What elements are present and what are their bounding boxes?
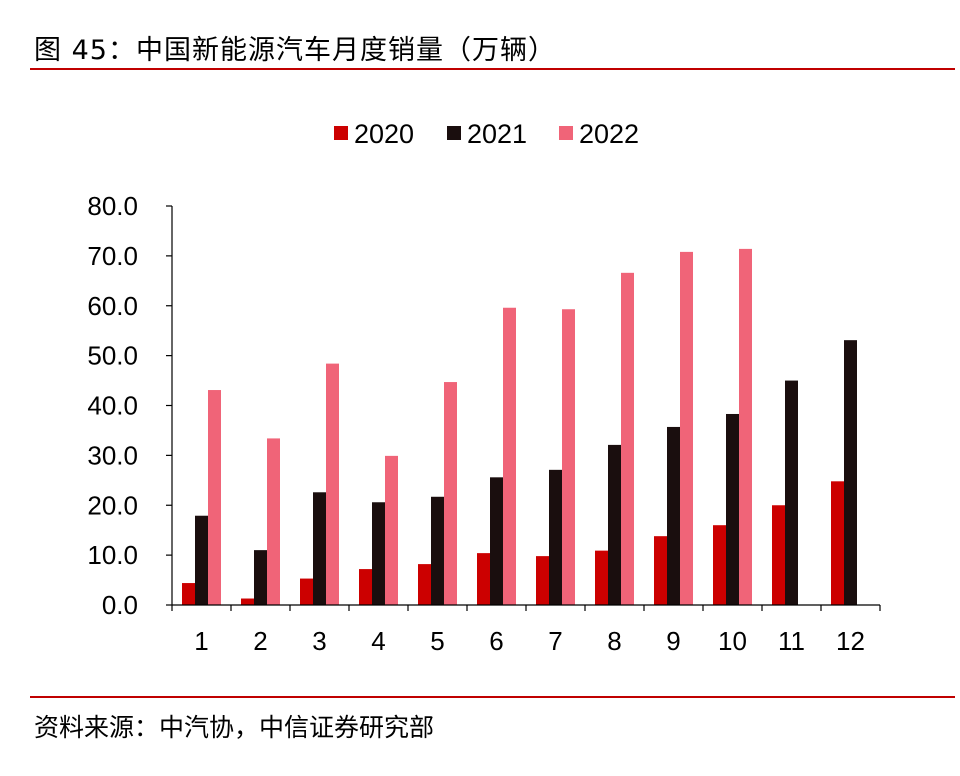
bar-2022-10 [739,248,752,605]
bar-2020-9 [654,536,667,605]
x-tick-label: 3 [312,626,326,656]
bar-2021-3 [313,492,326,605]
legend-label-2020: 2020 [354,119,414,149]
y-tick-label: 20.0 [87,490,138,520]
title-divider [30,68,955,70]
bar-2021-4 [372,502,385,605]
chart-legend: 2020 2021 2022 [334,119,639,149]
bar-2021-5 [431,496,444,605]
y-tick-label: 30.0 [87,440,138,470]
bar-2021-7 [549,469,562,605]
source-note: 资料来源：中汽协，中信证券研究部 [34,713,435,742]
bar-2020-2 [241,598,254,605]
bar-2021-10 [726,413,739,605]
x-tick-label: 5 [430,626,444,656]
y-tick-label: 40.0 [87,391,138,421]
bar-2020-3 [300,578,313,605]
bar-2022-4 [385,455,398,605]
bar-2020-10 [713,525,726,605]
legend-swatch-2022 [559,126,573,140]
bar-2020-4 [359,569,372,605]
x-tick-label: 6 [489,626,503,656]
y-tick-label: 50.0 [87,341,138,371]
x-tick-label: 2 [253,626,267,656]
bar-chart: 2020 2021 2022 0.010.020.030.040.050.060.0… [87,119,881,656]
source-divider [30,696,955,698]
bar-2020-6 [477,553,490,605]
y-tick-label: 10.0 [87,540,138,570]
x-tick-label: 4 [371,626,385,656]
bar-2022-9 [680,251,693,605]
bar-2021-8 [608,444,621,605]
bar-2021-2 [254,550,267,605]
x-tick-label: 12 [836,626,865,656]
x-tick-label: 8 [607,626,621,656]
legend-label-2022: 2022 [579,119,639,149]
x-tick-label: 7 [548,626,562,656]
bar-2022-5 [444,382,457,605]
y-tick-label: 80.0 [87,191,138,221]
bar-2021-6 [490,477,503,605]
legend-swatch-2020 [334,126,348,140]
bar-2021-1 [195,515,208,605]
bar-2021-9 [667,426,680,605]
bar-2022-6 [503,307,516,605]
bar-2021-12 [844,340,857,605]
bar-2022-8 [621,272,634,605]
x-tick-label: 10 [718,626,747,656]
bar-2022-7 [562,309,575,605]
x-tick-label: 9 [666,626,680,656]
bar-2020-11 [772,505,785,605]
bar-2020-12 [831,481,844,605]
bar-2020-1 [182,583,195,605]
x-tick-label: 11 [778,626,805,656]
bar-2022-3 [326,363,339,605]
legend-label-2021: 2021 [467,119,527,149]
y-axis: 0.0 10.0 20.0 30.0 40.0 50.0 60.0 70.0 80.0 [87,191,173,620]
figure-title: 图 45：中国新能源汽车月度销量（万辆） [34,35,556,66]
bar-2020-5 [418,564,431,605]
bar-2020-8 [595,550,608,605]
bar-2022-2 [267,438,280,605]
y-tick-label: 0.0 [102,590,138,620]
y-tick-label: 60.0 [87,291,138,321]
bar-2021-11 [785,380,798,605]
y-tick-label: 70.0 [87,241,138,271]
legend-swatch-2021 [447,126,461,140]
bar-2020-7 [536,556,549,605]
bar-2022-1 [208,390,221,605]
chart-bars [182,248,857,605]
x-axis: 1 2 3 4 5 6 7 8 9 10 11 12 [171,604,881,656]
x-tick-label: 1 [194,626,208,656]
